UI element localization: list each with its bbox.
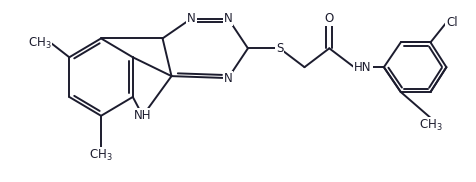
Text: NH: NH [134,109,151,122]
Text: CH$_3$: CH$_3$ [89,148,113,163]
Text: S: S [276,42,283,55]
Text: CH$_3$: CH$_3$ [419,118,442,133]
Text: N: N [187,12,196,25]
Text: HN: HN [354,61,372,74]
Text: CH$_3$: CH$_3$ [28,36,51,51]
Text: O: O [325,12,334,25]
Text: N: N [224,72,232,85]
Text: Cl: Cl [446,16,458,29]
Text: N: N [224,12,232,25]
